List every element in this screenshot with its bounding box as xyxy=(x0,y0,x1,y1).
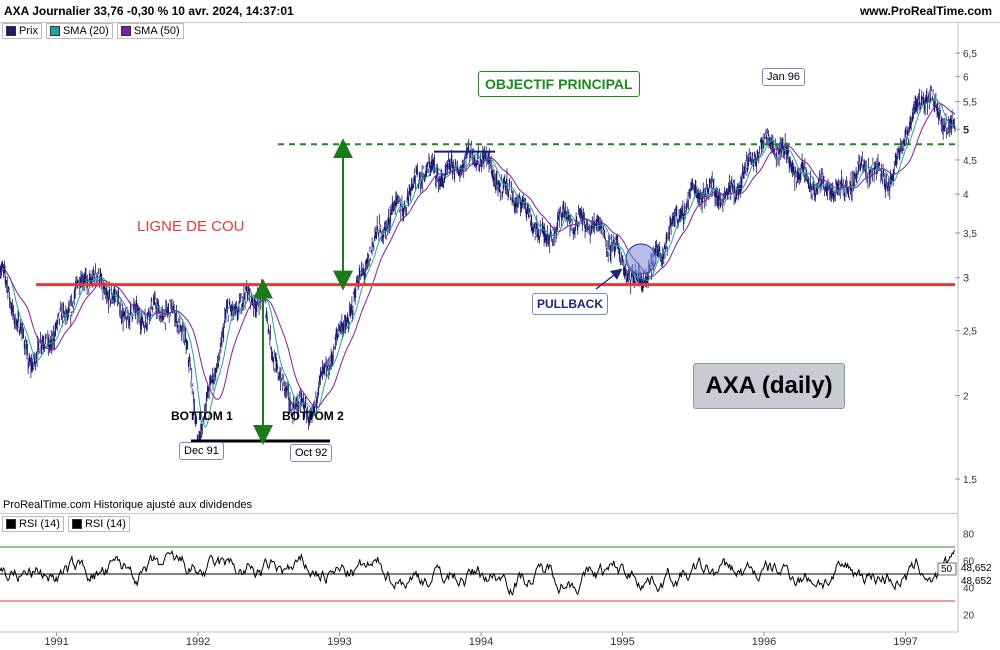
y-tick-label: 6,5 xyxy=(963,49,977,60)
rsi-value-text: 48,652 xyxy=(961,576,992,587)
site-link[interactable]: www.ProRealTime.com xyxy=(859,4,992,18)
x-tick-label: 1995 xyxy=(610,636,634,648)
y-tick-label: 5 xyxy=(963,124,969,136)
axis-layer: 6,5 6 5,5 5 4,5 4 3,5 3 2,5 2 1,5 1991 1992 1993 1994 1… xyxy=(44,49,992,648)
x-tick-label: 1996 xyxy=(752,636,776,648)
chart-title: AXA Journalier 33,76 -0,30 % 10 avr. 202… xyxy=(4,4,294,18)
rsi-layer xyxy=(0,546,955,602)
sma50-line xyxy=(0,103,956,408)
x-tick-label: 1997 xyxy=(893,636,917,648)
rsi-legend: RSI (14) RSI (14) xyxy=(2,515,130,532)
rsi-swatch-icon xyxy=(71,519,82,529)
rsi-line xyxy=(0,549,955,596)
bottom2-label: BOTTOM 2 xyxy=(282,409,344,423)
x-tick-label: 1992 xyxy=(186,636,210,648)
dec91-label: Dec 91 xyxy=(179,442,224,460)
legend-label: SMA (50) xyxy=(133,25,180,37)
legend-item-rsi-1[interactable]: RSI (14) xyxy=(2,516,64,532)
sma20-swatch-icon xyxy=(49,26,60,36)
pullback-pointer-arrow xyxy=(595,268,623,290)
y-tick-label: 2 xyxy=(963,392,969,403)
objective-label: OBJECTIF PRINCIPAL xyxy=(478,71,640,97)
legend-label: Prix xyxy=(19,25,38,37)
x-tick-label: 1993 xyxy=(327,636,351,648)
legend-label: SMA (20) xyxy=(62,25,109,37)
history-note-text: ProRealTime.com Historique ajusté aux di… xyxy=(3,499,253,511)
rsi-tick-label: 80 xyxy=(963,530,975,541)
y-tick-label: 2,5 xyxy=(963,327,977,338)
sma50-swatch-icon xyxy=(120,26,131,36)
rsi-swatch-icon xyxy=(6,519,16,529)
legend-label: RSI (14) xyxy=(84,518,126,530)
y-tick-label: 4 xyxy=(963,190,969,201)
pullback-circle xyxy=(625,243,657,275)
history-note: ProRealTime.com Historique ajusté aux di… xyxy=(0,499,958,514)
jan96-label: Jan 96 xyxy=(762,68,806,86)
annotation-layer xyxy=(36,138,955,446)
neckline-label: LIGNE DE COU xyxy=(137,218,245,235)
rsi-level-text: 50 xyxy=(941,564,953,575)
y-tick-label: 3 xyxy=(963,273,969,285)
legend-item-sma50[interactable]: SMA (50) xyxy=(116,23,184,39)
legend-item-sma20[interactable]: SMA (20) xyxy=(45,23,113,39)
rsi-tick-label: 60 xyxy=(963,557,975,568)
rsi-tick-label: 40 xyxy=(963,584,975,595)
x-tick-label: 1991 xyxy=(44,636,68,648)
y-tick-label: 6 xyxy=(963,72,969,83)
rsi-level-tag xyxy=(937,562,957,576)
price-swatch-icon xyxy=(6,26,16,36)
sma-layer xyxy=(0,99,956,428)
y-tick-label: 5,5 xyxy=(963,98,977,109)
legend-item-rsi-2[interactable]: RSI (14) xyxy=(67,516,130,532)
chart-big-title: AXA (daily) xyxy=(693,363,845,409)
legend-label: RSI (14) xyxy=(19,518,60,530)
x-tick-label: 1994 xyxy=(469,636,493,648)
chart-header: AXA Journalier 33,76 -0,30 % 10 avr. 202… xyxy=(0,0,1000,23)
y-tick-label: 3,5 xyxy=(963,229,977,240)
y-tick-label: 4,5 xyxy=(963,156,977,167)
price-legend: Prix SMA (20) SMA (50) xyxy=(0,22,184,40)
y-tick-label: 1,5 xyxy=(963,475,977,486)
legend-item-price[interactable]: Prix xyxy=(2,23,42,39)
oct92-label: Oct 92 xyxy=(290,444,333,462)
sma20-line xyxy=(0,99,956,428)
rsi-tick-label: 20 xyxy=(963,611,975,622)
pullback-label: PULLBACK xyxy=(532,293,608,315)
rsi-value-text: 48,652 xyxy=(961,563,992,574)
bottom1-label: BOTTOM 1 xyxy=(171,409,233,423)
